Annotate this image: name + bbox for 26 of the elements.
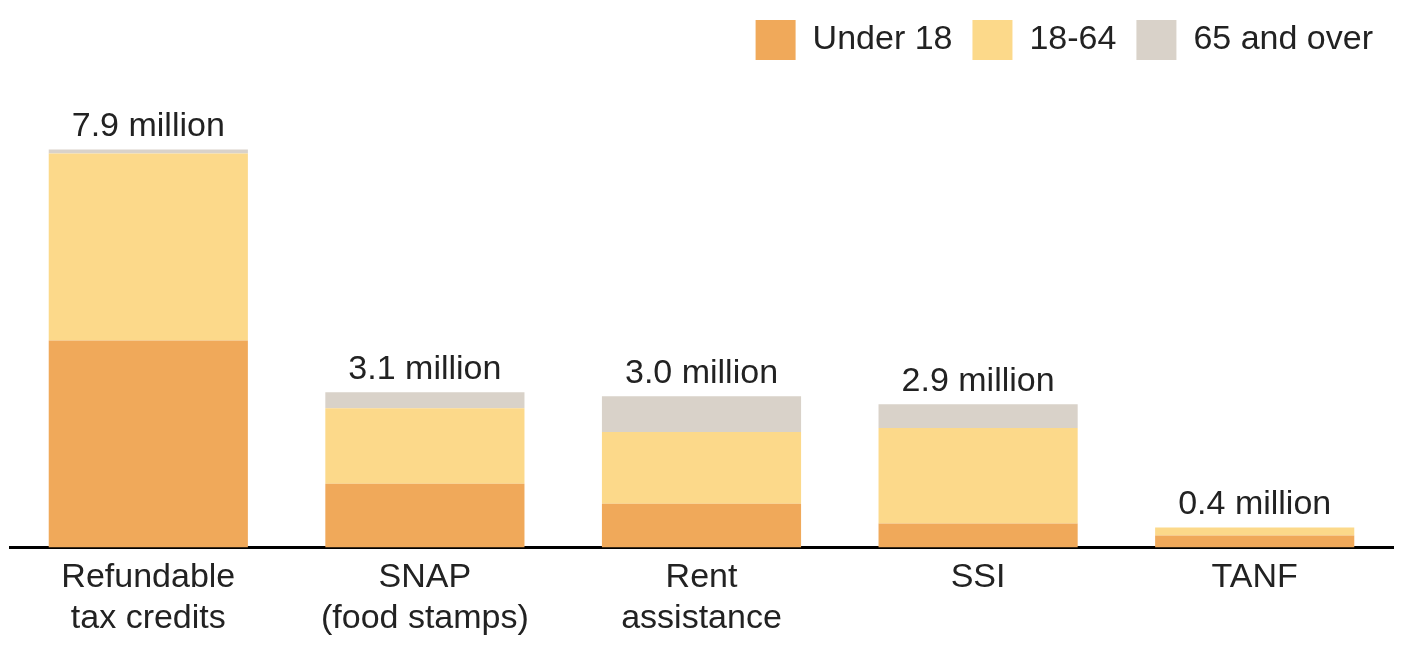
legend-label: 65 and over — [1193, 18, 1374, 57]
bar — [325, 392, 525, 409]
bar — [601, 396, 802, 433]
bar — [325, 483, 525, 548]
annotation: 2.9 million — [901, 359, 1055, 398]
bar — [48, 149, 248, 154]
x-tick-label: Refundable tax credits — [61, 556, 236, 635]
bar — [878, 404, 1078, 429]
bar — [878, 523, 1078, 548]
x-tick-label: SSI — [950, 556, 1006, 595]
annotation: 3.1 million — [348, 347, 502, 386]
annotation: 0.4 million — [1178, 482, 1332, 521]
bar — [878, 428, 1078, 524]
x-tick-label: Rent assistance — [621, 556, 782, 635]
bar — [601, 503, 802, 548]
legend-label: 18-64 — [1029, 18, 1117, 57]
x-tick-label: SNAP (food stamps) — [320, 556, 529, 635]
annotation: 7.9 million — [71, 104, 225, 143]
bar — [48, 153, 248, 341]
bar — [601, 432, 802, 504]
bar — [1155, 535, 1355, 548]
legend-label: Under 18 — [812, 18, 953, 57]
bar — [48, 340, 248, 548]
annotation: 3.0 million — [624, 351, 779, 390]
bar — [325, 408, 525, 484]
x-tick-label: TANF — [1211, 556, 1298, 595]
